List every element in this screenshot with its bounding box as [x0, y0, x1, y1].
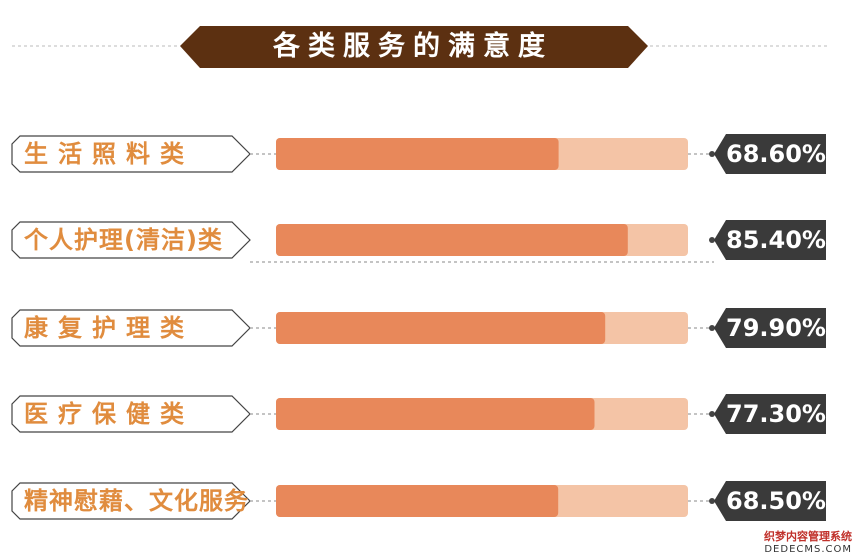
value-label: 68.50% [726, 487, 826, 515]
chart-row: 医疗保健类 77.30% [0, 394, 860, 454]
leader-dot [709, 498, 715, 504]
category-tag [11, 309, 251, 347]
row-graphics [11, 220, 826, 263]
chart-row: 精神慰藉、文化服务 68.50% [0, 481, 860, 541]
bar-fill [276, 398, 595, 430]
title-banner-shape [12, 26, 828, 68]
category-label: 精神慰藉、文化服务 [24, 487, 249, 515]
chart-row: 康复护理类 79.90% [0, 308, 860, 368]
title-banner: 各类服务的满意度 [0, 0, 860, 90]
category-tag [11, 482, 251, 520]
chart-row: 个人护理(清洁)类 85.40% [0, 220, 860, 280]
category-label: 个人护理(清洁)类 [24, 226, 223, 254]
leader-dot [709, 151, 715, 157]
value-label: 85.40% [726, 226, 826, 254]
value-badge [714, 134, 826, 174]
value-label: 68.60% [726, 140, 826, 168]
category-label: 康复护理类 [24, 314, 194, 342]
bar-fill [276, 138, 559, 170]
value-label: 77.30% [726, 400, 826, 428]
leader-dot [709, 325, 715, 331]
value-badge [714, 308, 826, 348]
value-label: 79.90% [726, 314, 826, 342]
bar-fill [276, 485, 559, 517]
row-graphics [11, 308, 826, 348]
category-tag [11, 135, 251, 173]
value-badge [714, 481, 826, 521]
watermark: 织梦内容管理系统 DEDECMS.COM [734, 530, 852, 556]
title-banner-background [180, 26, 648, 68]
row-graphics [11, 134, 826, 174]
bar-fill [276, 312, 606, 344]
category-tag [11, 395, 251, 433]
watermark-title: 织梦内容管理系统 [764, 530, 852, 543]
chart-title: 各类服务的满意度 [273, 31, 553, 62]
value-badge [714, 220, 826, 260]
category-label: 生活照料类 [24, 140, 194, 168]
category-label: 医疗保健类 [24, 400, 194, 428]
value-badge [714, 394, 826, 434]
chart-row: 生活照料类 68.60% [0, 134, 860, 194]
leader-dot [709, 411, 715, 417]
watermark-domain: DEDECMS.COM [764, 544, 852, 555]
category-tag [11, 221, 251, 259]
bar-fill [276, 224, 628, 256]
row-graphics [11, 394, 826, 434]
leader-dot [709, 237, 715, 243]
row-graphics [11, 481, 826, 521]
